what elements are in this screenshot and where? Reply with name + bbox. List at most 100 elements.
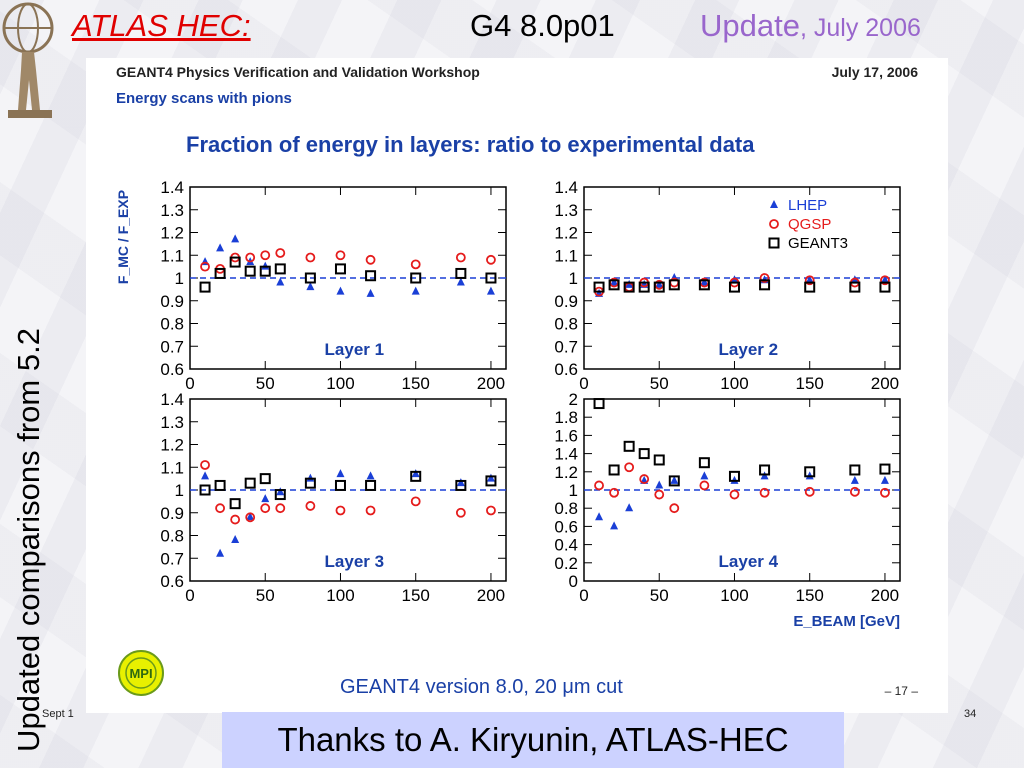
lhep-point — [880, 475, 889, 484]
geant3-point — [668, 279, 680, 291]
y-tick-label: 1 — [175, 481, 184, 500]
lhep-point — [610, 277, 619, 286]
qgsp-point — [669, 503, 680, 514]
y-tick-label: 0.8 — [160, 527, 184, 546]
geant3-point — [229, 256, 241, 268]
lhep-point — [336, 286, 345, 295]
lhep-point — [595, 512, 604, 521]
qgsp-point — [245, 252, 256, 263]
geant3-point — [365, 270, 377, 282]
x-tick-label: 0 — [185, 374, 194, 393]
geant3-point — [244, 265, 256, 277]
y-tick-label: 1.1 — [160, 458, 184, 477]
geant3-point — [653, 281, 665, 293]
geant3-point — [485, 475, 497, 487]
lhep-point — [216, 243, 225, 252]
y-tick-label: 1.4 — [160, 178, 184, 197]
qgsp-point — [486, 505, 496, 516]
lhep-point — [201, 471, 210, 480]
qgsp-point — [410, 259, 421, 270]
y-tick-label: 0.7 — [160, 337, 184, 356]
lhep-point — [850, 475, 859, 484]
geant3-point — [214, 479, 226, 491]
geant3-point — [804, 466, 816, 478]
qgsp-point — [804, 486, 815, 497]
x-tick-label: 150 — [402, 586, 430, 605]
qgsp-point — [245, 512, 256, 523]
geant3-point — [365, 479, 377, 491]
lhep-point — [805, 275, 814, 284]
qgsp-point — [594, 480, 604, 491]
mpi-logo: MPI — [118, 650, 164, 696]
embedded-slide-panel: GEANT4 Physics Verification and Validati… — [86, 58, 948, 713]
y-tick-label: 1.1 — [554, 246, 578, 265]
qgsp-point — [305, 501, 316, 511]
y-tick-label: 0.6 — [160, 572, 184, 591]
lhep-point — [456, 277, 465, 286]
lhep-point — [880, 275, 889, 284]
geant3-point — [214, 267, 226, 279]
lhep-point — [486, 286, 495, 295]
x-tick-label: 200 — [477, 374, 505, 393]
qgsp-point — [200, 261, 210, 272]
x-tick-label: 200 — [477, 586, 505, 605]
workshop-subtitle: Energy scans with pions — [116, 90, 292, 107]
qgsp-point — [260, 250, 271, 261]
legend-label: QGSP — [788, 216, 831, 233]
x-tick-label: 0 — [579, 374, 588, 393]
layer-title: Layer 4 — [719, 552, 779, 571]
qgsp-point — [849, 486, 860, 497]
x-tick-label: 150 — [402, 374, 430, 393]
geant3-point — [608, 279, 620, 291]
geant3-point — [623, 281, 635, 293]
lhep-point — [276, 487, 285, 496]
y-axis-label: F_MC / F_EXP — [115, 190, 131, 284]
lhep-point — [366, 471, 375, 480]
x-tick-label: 200 — [871, 374, 899, 393]
atlas-statue-logo — [2, 2, 54, 118]
lhep-point — [336, 469, 345, 478]
geant3-point — [638, 281, 650, 293]
qgsp-point — [759, 487, 770, 498]
qgsp-point — [624, 462, 635, 473]
lhep-point — [700, 277, 709, 286]
y-tick-label: 0.9 — [160, 292, 184, 311]
geant3-point — [698, 279, 710, 291]
layer-title: Layer 1 — [325, 340, 385, 359]
lhep-point — [625, 503, 634, 512]
qgsp-point — [365, 254, 376, 265]
header-update-date: , July 2006 — [799, 14, 921, 42]
y-tick-label: 2 — [569, 390, 578, 409]
y-tick-label: 1.4 — [554, 445, 578, 464]
qgsp-point — [455, 252, 466, 263]
y-tick-label: 1.6 — [554, 426, 578, 445]
qgsp-point — [230, 514, 241, 525]
geant3-point — [274, 489, 286, 501]
lhep-point — [306, 282, 315, 291]
y-tick-label: 1.3 — [160, 201, 184, 220]
geant3-point — [759, 279, 771, 291]
qgsp-point — [699, 480, 710, 491]
geant3-point — [455, 479, 467, 491]
geant3-point — [804, 281, 816, 293]
workshop-title: GEANT4 Physics Verification and Validati… — [116, 64, 480, 80]
lhep-point — [655, 279, 664, 288]
y-tick-label: 1.4 — [160, 390, 184, 409]
mpi-logo-text: MPI — [129, 666, 152, 681]
y-tick-label: 1 — [569, 481, 578, 500]
x-tick-label: 50 — [650, 374, 669, 393]
geant3-point — [638, 448, 650, 460]
side-title: Updated comparisons from 5.2 — [11, 328, 46, 752]
qgsp-point — [654, 489, 665, 500]
y-tick-label: 0.4 — [554, 536, 578, 555]
lhep-point — [670, 475, 679, 484]
geant3-point — [698, 457, 710, 469]
geant3-point — [199, 281, 211, 293]
lhep-point — [411, 286, 420, 295]
lhep-point — [261, 494, 270, 503]
x-axis-label: E_BEAM [GeV] — [793, 613, 900, 630]
geant3-point — [728, 281, 740, 293]
geant3-point — [608, 464, 620, 476]
qgsp-point — [609, 487, 619, 498]
y-tick-label: 0.6 — [554, 360, 578, 379]
